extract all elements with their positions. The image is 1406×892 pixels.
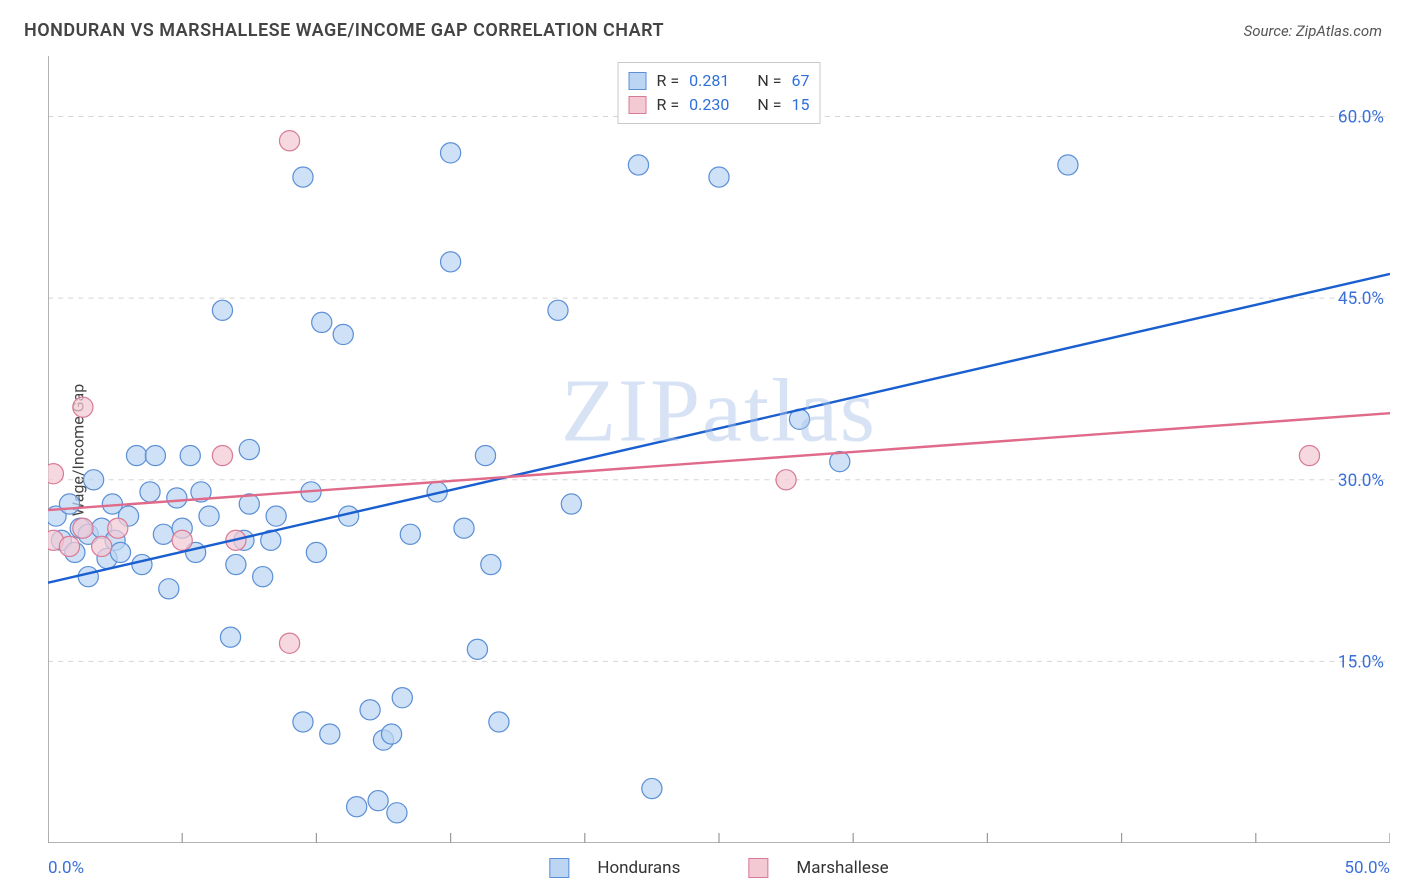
chart-area: Wage/Income Gap 15.0%30.0%45.0%60.0% ZIP… (48, 56, 1390, 844)
r-value-marshallese: 0.230 (689, 93, 729, 117)
source-label: Source: ZipAtlas.com (1244, 22, 1382, 40)
n-label: N = (757, 93, 781, 117)
x-axis-max-label: 50.0% (1344, 858, 1390, 878)
legend-swatch-hondurans (549, 858, 569, 878)
corr-row-marshallese: R = 0.230 N = 15 (629, 93, 810, 117)
r-value-hondurans: 0.281 (689, 69, 729, 93)
correlation-box: R = 0.281 N = 67 R = 0.230 N = 15 (618, 62, 821, 124)
r-label: R = (657, 69, 680, 93)
legend: Hondurans Marshallese (549, 858, 888, 878)
svg-text:45.0%: 45.0% (1338, 289, 1384, 309)
svg-text:15.0%: 15.0% (1338, 652, 1384, 672)
swatch-marshallese (629, 96, 647, 114)
swatch-hondurans (629, 72, 647, 90)
legend-label-hondurans: Hondurans (597, 858, 680, 878)
legend-swatch-marshallese (748, 858, 768, 878)
r-label: R = (657, 93, 680, 117)
x-axis-min-label: 0.0% (48, 858, 84, 878)
svg-text:60.0%: 60.0% (1338, 108, 1384, 128)
n-label: N = (757, 69, 781, 93)
corr-row-hondurans: R = 0.281 N = 67 (629, 69, 810, 93)
legend-label-marshallese: Marshallese (796, 858, 888, 878)
scatter-plot: 15.0% 30.0% 45.0% 60.0% (48, 56, 1390, 843)
chart-title: HONDURAN VS MARSHALLESE WAGE/INCOME GAP … (24, 20, 664, 41)
n-value-hondurans: 67 (791, 69, 809, 93)
n-value-marshallese: 15 (791, 93, 809, 117)
svg-text:30.0%: 30.0% (1338, 471, 1384, 491)
